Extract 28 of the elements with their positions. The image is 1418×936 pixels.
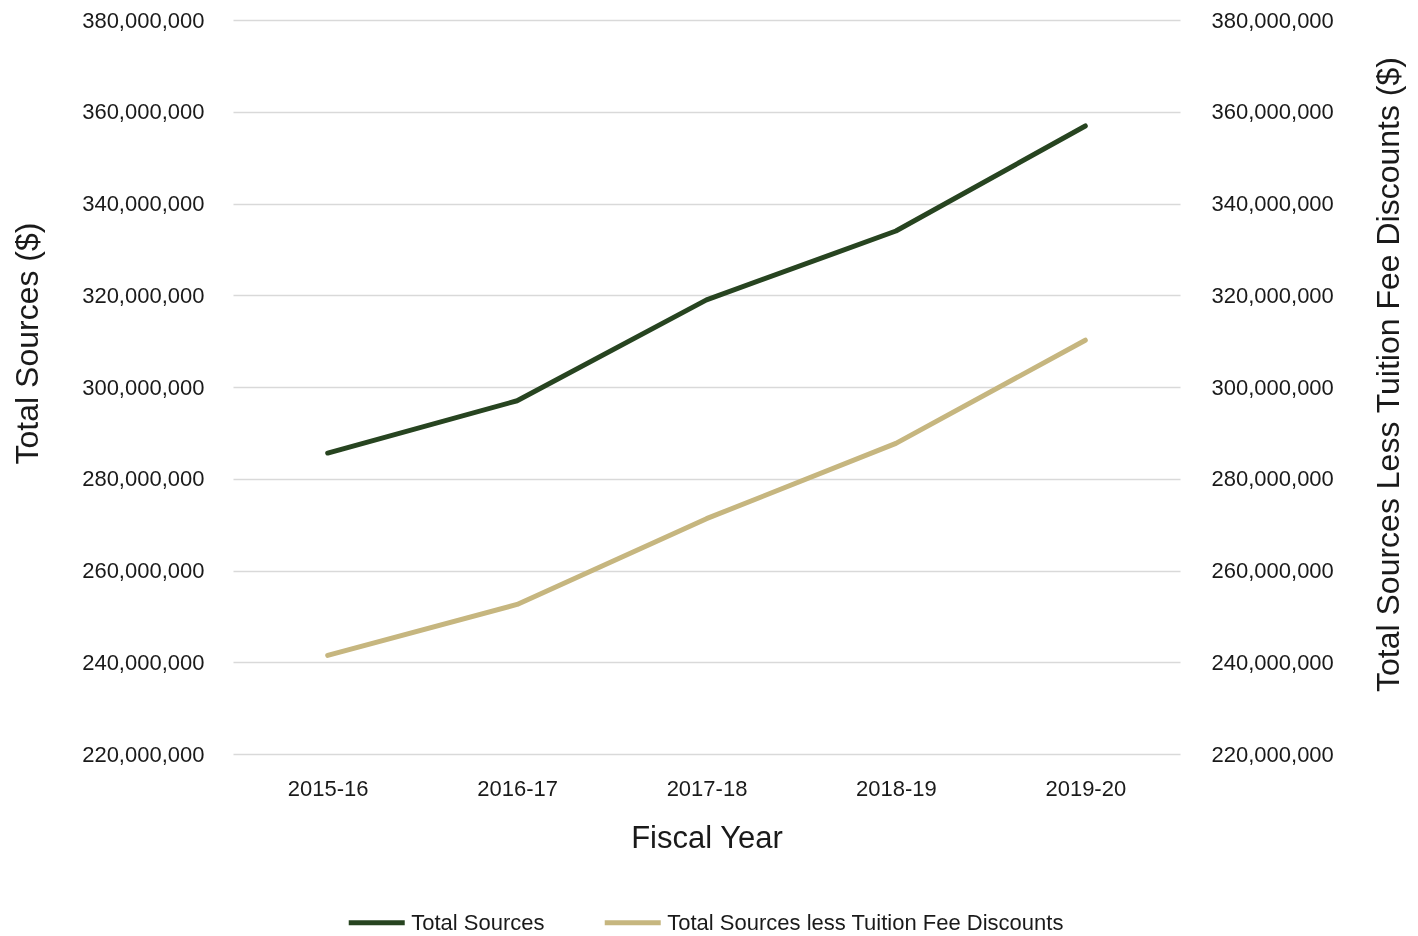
y2-tick-label: 220,000,000 [1211,741,1334,767]
y-tick-label: 220,000,000 [82,741,205,767]
y2-axis-title: Total Sources Less Tuition Fee Discounts ($) [1369,57,1406,692]
y2-tick-label: 320,000,000 [1211,282,1334,308]
y2-tick-label: 380,000,000 [1211,7,1334,33]
x-tick-label: 2015-16 [287,775,369,801]
x-tick-label: 2018-19 [856,775,937,801]
x-tick-label: 2019-20 [1045,775,1127,801]
y-axis-title: Total Sources ($) [8,222,45,465]
x-axis-title: Fiscal Year [631,819,783,855]
y2-tick-label: 360,000,000 [1211,99,1334,125]
y-tick-label: 360,000,000 [82,99,205,125]
y-tick-label: 380,000,000 [82,7,205,33]
x-tick-label: 2017-18 [666,775,748,801]
y2-tick-label: 260,000,000 [1211,558,1334,583]
y-tick-label: 240,000,000 [82,649,205,675]
legend-label: Total Sources less Tuition Fee Discounts [667,909,1064,935]
y-tick-label: 280,000,000 [82,466,205,492]
y-tick-label: 320,000,000 [82,282,205,308]
y2-tick-label: 280,000,000 [1211,466,1334,492]
y2-tick-label: 240,000,000 [1211,649,1334,675]
y-tick-label: 300,000,000 [82,374,205,400]
y2-tick-label: 300,000,000 [1211,374,1334,400]
x-tick-label: 2016-17 [477,775,558,801]
legend-label: Total Sources [411,909,545,935]
y-tick-label: 340,000,000 [82,191,205,216]
y-tick-label: 260,000,000 [82,558,205,583]
y2-tick-label: 340,000,000 [1211,191,1334,216]
